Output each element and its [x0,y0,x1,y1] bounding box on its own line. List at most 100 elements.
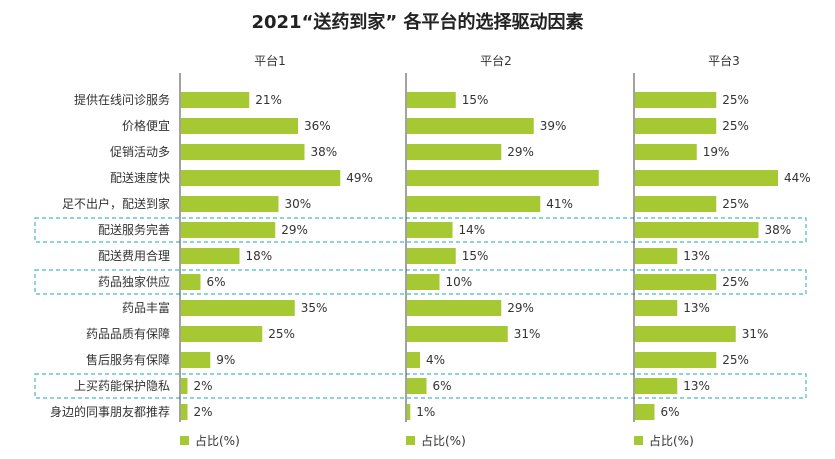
data-label: 36% [304,119,331,133]
bar [635,352,717,368]
data-label: 41% [546,197,573,211]
data-label: 6% [661,405,680,419]
category-label: 配送费用合理 [98,248,170,263]
bar [181,222,276,238]
legend-label: 占比(%) [649,433,694,448]
data-label: 15% [462,249,489,263]
bar [407,404,411,420]
data-label: 6% [207,275,226,289]
bar [635,118,717,134]
legend-swatch [180,436,189,445]
data-label: 29% [507,301,534,315]
bar [181,274,201,290]
bar [181,404,188,420]
data-label: 25% [722,93,749,107]
data-label: 9% [216,353,235,367]
data-label: 39% [540,119,567,133]
data-label: 25% [722,275,749,289]
bar [181,144,305,160]
bar [407,352,420,368]
category-label: 提供在线问诊服务 [74,92,170,107]
bar [407,144,502,160]
data-label: 25% [722,197,749,211]
bar [407,274,440,290]
data-label: 21% [255,93,282,107]
data-label: 25% [722,119,749,133]
data-label: 49% [346,171,373,185]
bar [181,196,279,212]
panel-title: 平台3 [708,53,740,68]
data-label: 19% [703,145,730,159]
category-label: 配送服务完善 [98,222,170,237]
data-label: 13% [683,379,710,393]
bar [407,300,502,316]
panel-title: 平台1 [254,53,286,68]
category-label: 价格便宜 [122,118,170,133]
data-label: 31% [514,327,541,341]
bar [407,118,534,134]
bar [407,248,456,264]
bar [635,404,655,420]
bar [181,300,295,316]
bar [635,274,717,290]
bar [635,196,717,212]
bar [635,248,678,264]
category-label: 药品独家供应 [98,274,170,289]
bar [181,118,298,134]
category-label: 促销活动多 [110,145,170,159]
bar [635,170,778,186]
legend-swatch [406,436,415,445]
data-label: 29% [507,145,534,159]
data-label: 4% [426,353,445,367]
data-label: 15% [462,93,489,107]
bar [635,378,678,394]
data-label: 30% [285,197,312,211]
data-label: 25% [268,327,295,341]
bar [635,144,697,160]
category-label: 上买药能保护隐私 [74,379,170,393]
bar [407,196,541,212]
bar [407,222,453,238]
panel-title: 平台2 [480,53,512,68]
bar [181,378,188,394]
bar [181,352,211,368]
data-label: 38% [311,145,338,159]
data-label: 6% [433,379,452,393]
bar [635,300,678,316]
data-label: 13% [683,249,710,263]
bar [181,326,263,342]
category-label: 售后服务有保障 [86,352,170,367]
bar [635,222,759,238]
bar [407,92,456,108]
bar [635,326,736,342]
highlight-box-7 [34,269,807,295]
legend-swatch [634,436,643,445]
data-label: 18% [246,249,273,263]
bar [181,170,341,186]
bar [407,326,508,342]
data-label: 25% [722,353,749,367]
legend-label: 占比(%) [195,433,240,448]
category-label: 身边的同事朋友都推荐 [50,404,170,419]
data-label: 44% [784,171,811,185]
bar [181,248,240,264]
highlight-box-5 [34,217,807,243]
category-label: 药品丰富 [122,300,170,315]
category-label: 足不出户，配送到家 [62,196,170,211]
data-label: 13% [683,301,710,315]
highlight-box-11 [34,373,807,399]
data-label: 38% [765,223,792,237]
data-label: 2% [194,405,213,419]
data-label: 29% [281,223,308,237]
category-label: 配送速度快 [110,170,170,185]
bar [635,92,717,108]
data-label: 1% [416,405,435,419]
bar [407,378,427,394]
data-label: 35% [301,301,328,315]
data-label: 10% [446,275,473,289]
category-label: 药品品质有保障 [86,326,170,341]
data-label: 14% [459,223,486,237]
chart-title: 2021“送药到家” 各平台的选择驱动因素 [251,12,584,33]
data-label: 2% [194,379,213,393]
